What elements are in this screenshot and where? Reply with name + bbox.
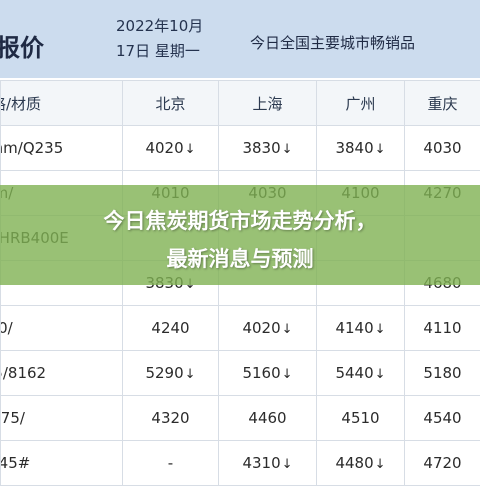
price-value: 4020: [145, 139, 183, 157]
price-value: 4030: [423, 139, 461, 157]
down-arrow-icon: ↓: [282, 322, 293, 337]
price-cell: 5290↓: [123, 351, 219, 396]
headline-line-2: 最新消息与预测: [0, 243, 480, 273]
price-value: 3840: [335, 139, 373, 157]
price-cell: 4460: [219, 396, 317, 441]
price-cell: 4030: [405, 126, 480, 171]
page-header: 报价 2022年10月 17日 星期一 今日全国主要城市畅销品: [0, 0, 480, 78]
date-block: 2022年10月 17日 星期一: [116, 14, 216, 64]
price-cell: 4310↓: [219, 441, 317, 486]
spec-cell: 200/: [1, 306, 123, 351]
column-header-shanghai: 上海: [219, 81, 317, 126]
headline-banner[interactable]: 今日焦炭期货市场走势分析， 最新消息与预测: [0, 185, 480, 285]
down-arrow-icon: ↓: [185, 142, 196, 157]
price-value: 4720: [423, 454, 461, 472]
spec-cell: 4.5/8162: [1, 351, 123, 396]
price-value: 4240: [151, 319, 189, 337]
price-cell: 3840↓: [317, 126, 405, 171]
price-cell: 4240: [123, 306, 219, 351]
price-cell: 5160↓: [219, 351, 317, 396]
price-cell: 3830↓: [219, 126, 317, 171]
column-header-spec: 格/材质: [1, 81, 123, 126]
price-table-body: 5mm/Q2354020↓3830↓3840↓4030mm/4010403041…: [1, 126, 480, 486]
down-arrow-icon: ↓: [375, 457, 386, 472]
headline-line-1: 今日焦炭期货市场走势分析，: [0, 205, 480, 235]
down-arrow-icon: ↓: [282, 457, 293, 472]
price-cell: 4510: [317, 396, 405, 441]
price-value: 5290: [145, 364, 183, 382]
price-value: 4510: [341, 409, 379, 427]
column-header-beijing: 北京: [123, 81, 219, 126]
date-line-1: 2022年10月: [116, 14, 216, 39]
down-arrow-icon: ↓: [375, 142, 386, 157]
spec-cell: m/45#: [1, 441, 123, 486]
price-cell: 5440↓: [317, 351, 405, 396]
down-arrow-icon: ↓: [375, 322, 386, 337]
price-value: 4020: [242, 319, 280, 337]
price-cell: 4020↓: [219, 306, 317, 351]
price-value: 4460: [248, 409, 286, 427]
down-arrow-icon: ↓: [282, 367, 293, 382]
price-cell: 4140↓: [317, 306, 405, 351]
price-value: 4320: [151, 409, 189, 427]
spec-cell: 5mm/Q235: [1, 126, 123, 171]
price-cell: -: [123, 441, 219, 486]
down-arrow-icon: ↓: [185, 367, 196, 382]
price-cell: 4110: [405, 306, 480, 351]
column-header-guangzhou: 广州: [317, 81, 405, 126]
price-cell: 4720: [405, 441, 480, 486]
price-value: 3830: [242, 139, 280, 157]
price-value: 5440: [335, 364, 373, 382]
price-value: 4540: [423, 409, 461, 427]
price-value: 5180: [423, 364, 461, 382]
price-value: 4140: [335, 319, 373, 337]
table-row: m/45#-4310↓4480↓4720: [1, 441, 480, 486]
date-line-2: 17日 星期一: [116, 39, 216, 64]
price-value: 4110: [423, 319, 461, 337]
price-value: 4480: [335, 454, 373, 472]
price-value: -: [168, 454, 173, 472]
price-value: 5160: [242, 364, 280, 382]
price-cell: 4480↓: [317, 441, 405, 486]
spec-cell: *3.75/: [1, 396, 123, 441]
page-subtitle: 今日全国主要城市畅销品: [250, 32, 415, 53]
price-cell: 4540: [405, 396, 480, 441]
price-cell: 4020↓: [123, 126, 219, 171]
down-arrow-icon: ↓: [282, 142, 293, 157]
table-header-row: 格/材质 北京 上海 广州 重庆: [1, 81, 480, 126]
page-title: 报价: [0, 28, 44, 63]
column-header-chongqing: 重庆: [405, 81, 480, 126]
down-arrow-icon: ↓: [375, 367, 386, 382]
table-row: *3.75/4320 4460 4510 4540: [1, 396, 480, 441]
price-cell: 4320: [123, 396, 219, 441]
price-cell: 5180: [405, 351, 480, 396]
price-value: 4310: [242, 454, 280, 472]
